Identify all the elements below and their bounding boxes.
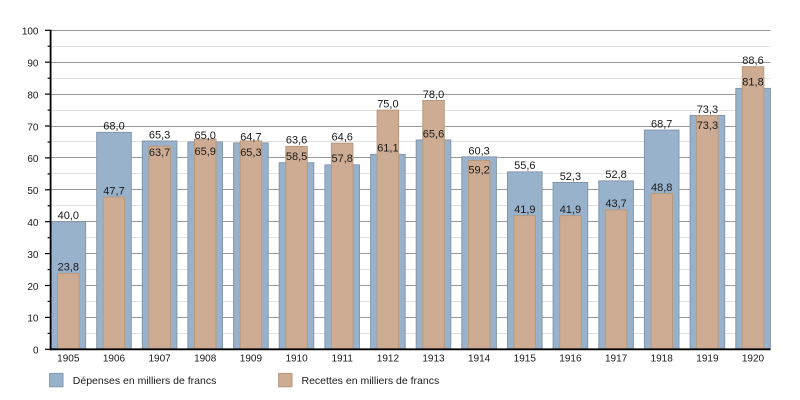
svg-text:23,8: 23,8	[58, 262, 79, 274]
svg-text:68,7: 68,7	[651, 118, 672, 130]
svg-text:64,7: 64,7	[240, 132, 261, 144]
svg-text:59,2: 59,2	[468, 165, 489, 177]
svg-text:43,7: 43,7	[605, 198, 626, 210]
svg-text:10: 10	[27, 314, 39, 325]
svg-text:1908: 1908	[194, 354, 217, 365]
svg-text:80: 80	[27, 90, 39, 101]
svg-text:1912: 1912	[377, 354, 400, 365]
svg-text:1920: 1920	[742, 354, 765, 365]
svg-text:73,3: 73,3	[697, 120, 718, 132]
svg-text:65,3: 65,3	[240, 147, 261, 159]
svg-text:1914: 1914	[468, 354, 491, 365]
svg-text:63,6: 63,6	[286, 135, 307, 147]
svg-text:68,0: 68,0	[103, 121, 124, 133]
svg-text:1906: 1906	[103, 354, 126, 365]
svg-text:1910: 1910	[285, 354, 308, 365]
svg-text:20: 20	[27, 282, 39, 293]
svg-text:1907: 1907	[148, 354, 171, 365]
svg-text:65,9: 65,9	[194, 146, 215, 158]
svg-text:0: 0	[33, 346, 39, 357]
svg-text:78,0: 78,0	[423, 89, 444, 101]
svg-text:41,9: 41,9	[560, 204, 581, 216]
svg-text:90: 90	[27, 59, 39, 70]
svg-text:Recettes en milliers de francs: Recettes en milliers de francs	[302, 375, 440, 387]
svg-text:52,8: 52,8	[605, 169, 626, 181]
svg-text:41,9: 41,9	[514, 204, 535, 216]
svg-text:1919: 1919	[696, 354, 719, 365]
svg-text:50: 50	[27, 186, 39, 197]
svg-text:1917: 1917	[605, 354, 628, 365]
svg-text:81,8: 81,8	[742, 77, 763, 89]
svg-text:Dépenses en milliers de francs: Dépenses en milliers de francs	[73, 375, 217, 387]
svg-text:60,3: 60,3	[468, 146, 489, 158]
svg-text:63,7: 63,7	[149, 147, 170, 159]
svg-text:40: 40	[27, 218, 39, 229]
svg-text:47,7: 47,7	[103, 185, 124, 197]
svg-text:65,6: 65,6	[423, 128, 444, 140]
svg-text:65,3: 65,3	[149, 129, 170, 141]
svg-text:100: 100	[22, 27, 39, 38]
svg-text:57,8: 57,8	[331, 153, 352, 165]
svg-text:73,3: 73,3	[697, 104, 718, 116]
svg-text:40,0: 40,0	[58, 210, 79, 222]
svg-text:1916: 1916	[559, 354, 582, 365]
svg-text:61,1: 61,1	[377, 143, 398, 155]
svg-text:70: 70	[27, 122, 39, 133]
svg-text:1915: 1915	[514, 354, 537, 365]
svg-text:58,5: 58,5	[286, 151, 307, 163]
svg-text:30: 30	[27, 250, 39, 261]
svg-text:55,6: 55,6	[514, 160, 535, 172]
svg-text:75,0: 75,0	[377, 98, 398, 110]
svg-text:88,6: 88,6	[742, 55, 763, 67]
svg-text:52,3: 52,3	[560, 171, 581, 183]
svg-text:48,8: 48,8	[651, 182, 672, 194]
svg-text:60: 60	[27, 154, 39, 165]
svg-text:1909: 1909	[240, 354, 263, 365]
svg-text:1905: 1905	[57, 354, 80, 365]
svg-text:1911: 1911	[331, 354, 353, 365]
svg-text:1913: 1913	[422, 354, 445, 365]
svg-text:1918: 1918	[651, 354, 674, 365]
svg-text:65,0: 65,0	[194, 130, 215, 142]
svg-text:64,6: 64,6	[331, 132, 352, 144]
